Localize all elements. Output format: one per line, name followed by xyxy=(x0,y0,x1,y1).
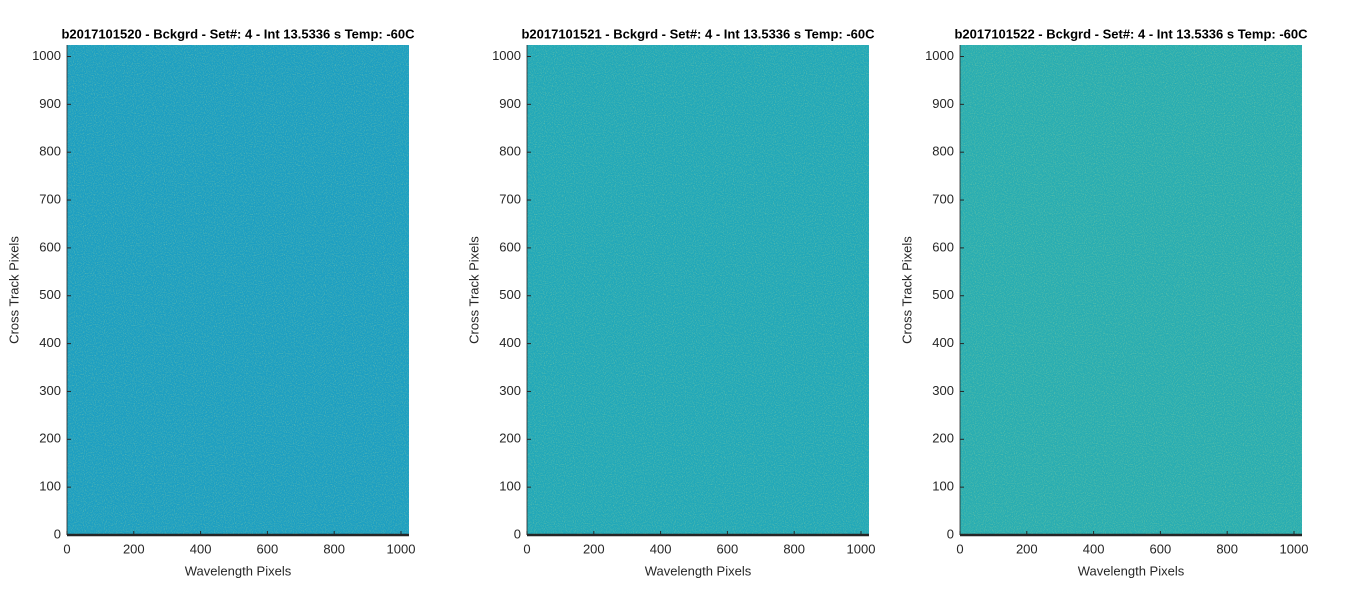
y-tick-label: 800 xyxy=(499,144,521,159)
y-tick-label: 0 xyxy=(54,526,61,541)
y-tick-label: 400 xyxy=(39,335,61,350)
y-tick-label: 0 xyxy=(514,526,521,541)
x-tick-label: 200 xyxy=(123,541,145,556)
y-tick-label: 400 xyxy=(499,335,521,350)
x-tick-label: 1000 xyxy=(1280,541,1309,556)
image-noise xyxy=(67,45,409,535)
x-tick-label: 200 xyxy=(1016,541,1038,556)
y-tick-label: 200 xyxy=(499,431,521,446)
y-axis-label: Cross Track Pixels xyxy=(466,236,481,344)
x-tick-label: 400 xyxy=(190,541,212,556)
x-tick-label: 800 xyxy=(1216,541,1238,556)
x-tick-label: 1000 xyxy=(847,541,876,556)
y-tick-label: 600 xyxy=(932,239,954,254)
y-tick-label: 200 xyxy=(932,431,954,446)
y-tick-label: 800 xyxy=(932,144,954,159)
x-axis-label: Wavelength Pixels xyxy=(185,563,292,578)
y-tick-label: 300 xyxy=(39,383,61,398)
title: b2017101520 - Bckgrd - Set#: 4 - Int 13.… xyxy=(61,26,415,41)
x-axis-label: Wavelength Pixels xyxy=(645,563,752,578)
x-tick-label: 600 xyxy=(1150,541,1172,556)
x-tick-label: 800 xyxy=(323,541,345,556)
y-tick-label: 100 xyxy=(499,479,521,494)
image-noise xyxy=(527,45,869,535)
y-tick-label: 500 xyxy=(932,287,954,302)
x-axis-label: Wavelength Pixels xyxy=(1078,563,1185,578)
x-tick-label: 0 xyxy=(956,541,963,556)
y-tick-label: 700 xyxy=(499,191,521,206)
x-tick-label: 600 xyxy=(717,541,739,556)
image-noise xyxy=(960,45,1302,535)
x-tick-label: 0 xyxy=(63,541,70,556)
y-tick-label: 100 xyxy=(932,479,954,494)
y-tick-label: 900 xyxy=(39,96,61,111)
y-tick-label: 700 xyxy=(932,191,954,206)
y-tick-label: 600 xyxy=(499,239,521,254)
y-tick-label: 0 xyxy=(947,526,954,541)
y-tick-label: 500 xyxy=(499,287,521,302)
title: b2017101522 - Bckgrd - Set#: 4 - Int 13.… xyxy=(954,26,1308,41)
y-tick-label: 1000 xyxy=(492,48,521,63)
y-tick-label: 500 xyxy=(39,287,61,302)
y-tick-label: 300 xyxy=(932,383,954,398)
x-tick-label: 1000 xyxy=(387,541,416,556)
y-tick-label: 400 xyxy=(932,335,954,350)
y-tick-label: 1000 xyxy=(925,48,954,63)
x-tick-label: 600 xyxy=(257,541,279,556)
y-tick-label: 900 xyxy=(499,96,521,111)
x-tick-label: 0 xyxy=(523,541,530,556)
y-axis-label: Cross Track Pixels xyxy=(899,236,914,344)
y-tick-label: 1000 xyxy=(32,48,61,63)
y-axis-label: Cross Track Pixels xyxy=(6,236,21,344)
y-tick-label: 800 xyxy=(39,144,61,159)
x-tick-label: 400 xyxy=(650,541,672,556)
y-tick-label: 900 xyxy=(932,96,954,111)
title: b2017101521 - Bckgrd - Set#: 4 - Int 13.… xyxy=(521,26,875,41)
y-tick-label: 700 xyxy=(39,191,61,206)
y-tick-label: 600 xyxy=(39,239,61,254)
x-tick-label: 200 xyxy=(583,541,605,556)
y-tick-label: 100 xyxy=(39,479,61,494)
y-tick-label: 200 xyxy=(39,431,61,446)
x-tick-label: 400 xyxy=(1083,541,1105,556)
y-tick-label: 300 xyxy=(499,383,521,398)
x-tick-label: 800 xyxy=(783,541,805,556)
